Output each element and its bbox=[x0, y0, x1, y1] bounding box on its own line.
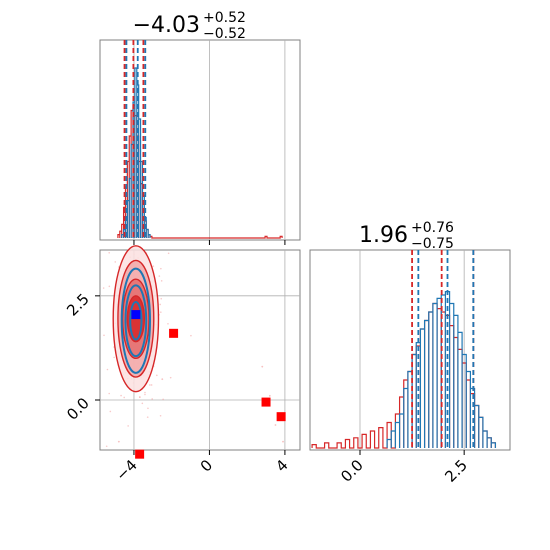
joint-sample-point bbox=[127, 425, 129, 427]
joint-sample-point bbox=[149, 384, 151, 386]
joint-sample-point bbox=[147, 407, 149, 410]
joint-sample-point bbox=[141, 402, 144, 405]
joint-sample-point bbox=[146, 416, 149, 418]
param1-frame bbox=[99, 39, 301, 241]
param1-title-sup: +0.52 bbox=[203, 10, 246, 26]
blue-contour-2 bbox=[120, 267, 152, 374]
joint-sample-point bbox=[108, 392, 110, 395]
param2-hist-blue bbox=[386, 291, 497, 448]
joint-sample-point bbox=[150, 384, 153, 386]
param1-title-sub: −0.52 bbox=[203, 26, 246, 42]
joint-outlier-point bbox=[274, 424, 277, 426]
joint-sample-point bbox=[190, 334, 192, 337]
joint-sample-point bbox=[113, 356, 115, 359]
joint-posterior-panel bbox=[99, 245, 301, 459]
param2-x-tick-label: 2.5 bbox=[441, 456, 471, 486]
joint-sample-point bbox=[167, 322, 169, 325]
joint-sample-point bbox=[106, 368, 109, 371]
joint-sample-point bbox=[103, 334, 105, 337]
joint-outlier-point bbox=[161, 378, 164, 381]
joint-sample-point bbox=[105, 445, 108, 448]
red-square-marker-1 bbox=[169, 328, 179, 338]
joint-sample-point bbox=[108, 251, 110, 254]
param1-title-main: −4.03 bbox=[133, 13, 200, 38]
joint-sample-point bbox=[158, 275, 161, 277]
joint-sample-point bbox=[162, 398, 164, 401]
param2-title-sub: −0.75 bbox=[411, 236, 454, 252]
joint-sample-point bbox=[109, 410, 112, 413]
joint-sample-point bbox=[102, 287, 105, 289]
joint-sample-point bbox=[144, 391, 146, 394]
param2-title-main: 1.96 bbox=[359, 223, 408, 248]
joint-x-tick-label: 0 bbox=[197, 456, 216, 475]
param1-title: −4.03 +0.52 −0.52 bbox=[133, 10, 246, 42]
joint-x-tick-label: −4 bbox=[112, 456, 140, 484]
joint-sample-point bbox=[144, 393, 146, 396]
joint-sample-point bbox=[160, 267, 162, 270]
joint-sample-point bbox=[159, 414, 162, 417]
joint-y-tick-label: 2.5 bbox=[63, 290, 93, 320]
joint-sample-point bbox=[138, 396, 141, 399]
joint-outlier-point bbox=[117, 440, 120, 443]
red-square-marker-2 bbox=[261, 397, 271, 407]
joint-sample-point bbox=[156, 374, 158, 377]
joint-sample-point bbox=[120, 394, 122, 397]
blue-contour-0 bbox=[129, 301, 143, 341]
joint-outlier-point bbox=[261, 365, 264, 368]
red-square-marker-3 bbox=[276, 412, 286, 422]
joint-sample-point bbox=[123, 396, 126, 399]
param1-histogram-panel bbox=[99, 39, 301, 241]
red-square-marker-0 bbox=[135, 449, 145, 459]
param2-histogram-panel bbox=[309, 249, 511, 451]
joint-x-tick-label: 4 bbox=[272, 456, 291, 475]
joint-sample-point bbox=[169, 376, 172, 379]
joint-outlier-point bbox=[282, 440, 284, 443]
joint-sample-point bbox=[159, 303, 162, 306]
joint-sample-point bbox=[160, 297, 163, 300]
joint-sample-point bbox=[114, 261, 117, 263]
param2-x-tick-label: 0.0 bbox=[337, 456, 367, 486]
joint-sample-point bbox=[151, 398, 154, 400]
joint-sample-point bbox=[160, 280, 163, 282]
blue-square-marker bbox=[131, 310, 141, 320]
param2-title-sup: +0.76 bbox=[411, 220, 454, 236]
blue-contour-1 bbox=[124, 284, 148, 358]
joint-sample-point bbox=[167, 252, 170, 255]
param2-title: 1.96 +0.76 −0.75 bbox=[359, 220, 454, 252]
joint-y-tick-label: 0.0 bbox=[63, 394, 93, 424]
joint-outlier-point bbox=[268, 394, 271, 397]
joint-sample-point bbox=[160, 311, 162, 313]
joint-sample-point bbox=[152, 265, 155, 267]
joint-sample-point bbox=[108, 285, 111, 288]
param2-frame bbox=[309, 249, 511, 451]
